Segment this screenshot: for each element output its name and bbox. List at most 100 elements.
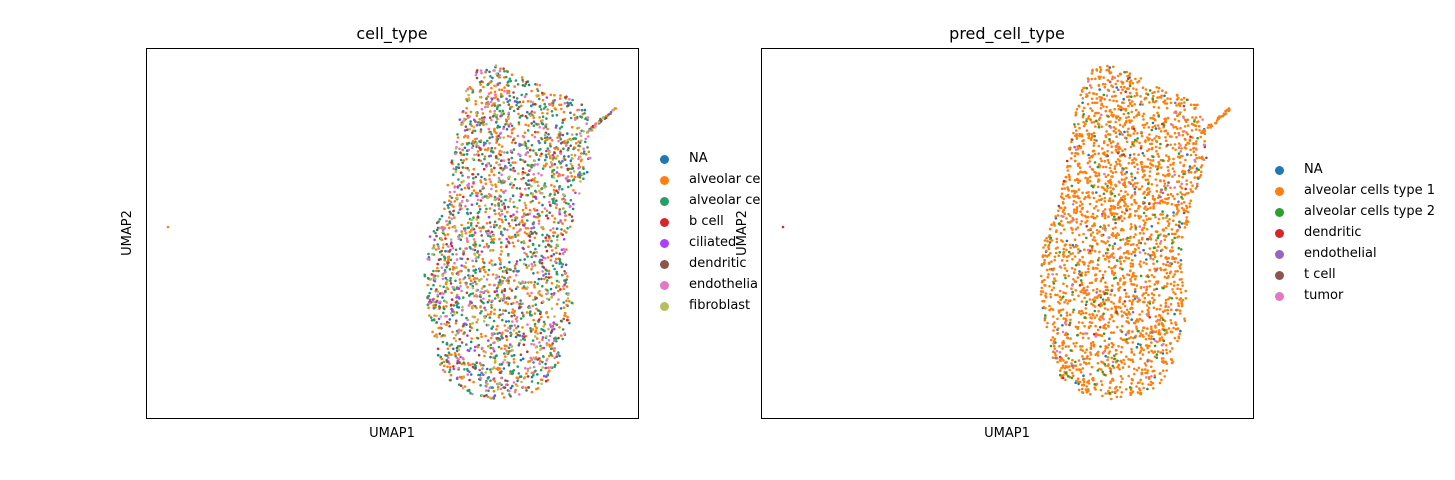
data-point [447,206,450,210]
data-point [1048,234,1051,237]
data-point [546,112,549,115]
data-point [1199,170,1203,174]
data-point [541,203,544,207]
data-point [1119,164,1122,167]
data-point [1085,391,1089,394]
data-point [1078,258,1081,262]
data-point [467,98,471,102]
data-point [1192,123,1195,126]
data-point [1127,273,1131,277]
data-point [484,105,487,109]
data-point [561,337,564,341]
data-point [1141,200,1145,204]
data-point [541,355,545,358]
data-point [488,294,491,298]
data-point [475,137,479,140]
data-point [1107,89,1111,92]
data-point [1097,84,1101,87]
data-point [562,110,566,114]
data-point [547,133,550,136]
data-point [1154,178,1158,181]
data-point [1146,369,1149,372]
data-point [1178,332,1181,336]
data-point [568,213,572,216]
data-point [1054,279,1057,283]
data-point [1169,250,1172,253]
data-point [1119,375,1123,378]
data-point [1124,190,1127,193]
data-point [462,119,466,122]
legend-marker-icon [660,155,669,164]
data-point [512,245,516,248]
data-point [544,239,548,242]
data-point [434,269,438,273]
data-point [499,159,503,162]
data-point [1087,267,1090,271]
data-point [560,125,564,129]
data-point [513,279,516,282]
data-point [1098,317,1101,321]
data-point [542,374,546,378]
data-point [484,351,487,354]
data-point [1191,136,1194,139]
data-point [484,178,487,181]
data-point [1090,234,1093,237]
data-point [505,344,508,348]
data-point [434,303,438,307]
data-point [501,220,504,224]
data-point [1092,196,1096,200]
data-point [471,284,475,288]
data-point [531,254,535,257]
data-point [1154,330,1158,333]
data-point [1065,269,1069,273]
data-point [498,88,501,91]
data-point [1153,90,1156,94]
data-point [1129,262,1133,265]
data-point [1176,339,1179,343]
data-point [1132,372,1136,376]
data-point [567,104,570,107]
data-point [1047,247,1051,251]
data-point [1163,201,1167,204]
data-point [435,234,438,238]
panel2-plot [761,48,1254,419]
data-point [486,104,490,108]
data-point [466,239,469,242]
data-point [516,365,519,368]
data-point [1077,359,1081,362]
data-point [1052,344,1056,348]
data-point [1055,240,1059,244]
data-point [532,283,536,287]
data-point [526,219,529,222]
data-point [1199,173,1203,177]
data-point [1158,242,1162,245]
data-point [507,176,511,179]
data-point [497,204,501,207]
data-point [1167,196,1170,200]
data-point [1159,304,1163,307]
data-point [468,230,472,234]
data-point [1176,180,1179,183]
data-point [569,162,573,166]
data-point [1159,316,1163,320]
data-point [534,247,537,251]
data-point [1077,248,1080,251]
data-point [1110,397,1113,401]
data-point [507,346,511,350]
data-point [480,193,483,196]
data-point [1139,265,1143,268]
data-point [504,335,508,338]
data-point [1089,251,1092,255]
data-point [1166,308,1169,312]
data-point [574,118,577,121]
data-point [1086,219,1089,223]
data-point [1119,130,1122,134]
data-point [540,137,544,141]
data-point [542,274,545,277]
data-point [489,379,492,383]
data-point [1095,101,1099,105]
data-point [1142,232,1145,235]
data-point [1151,125,1154,129]
data-point [503,86,506,89]
data-point [1105,123,1108,126]
